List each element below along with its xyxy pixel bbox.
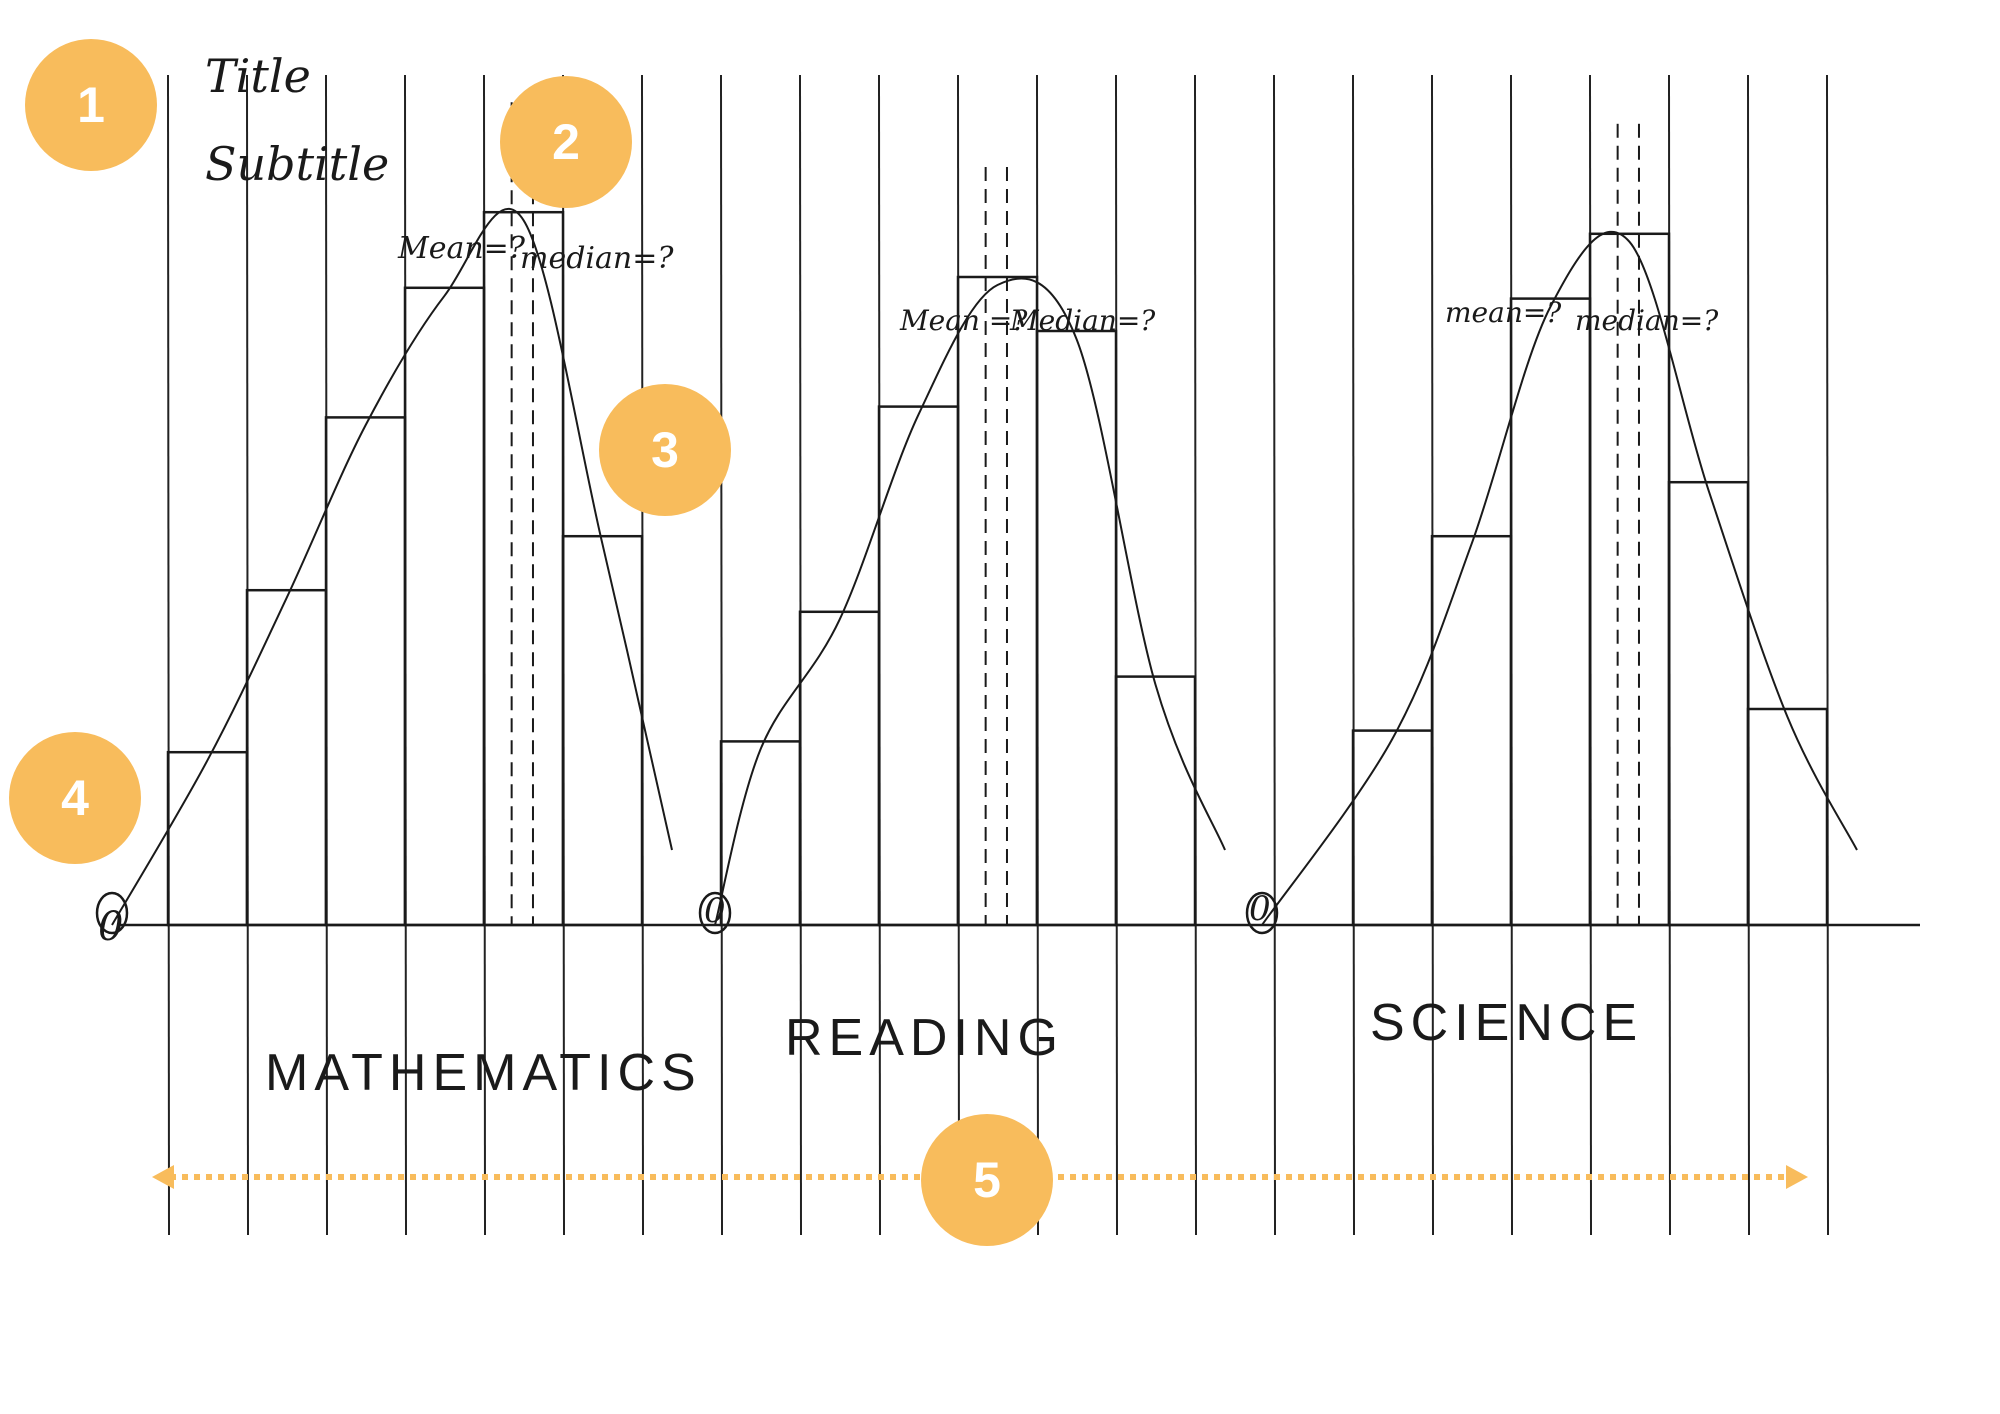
bar-reading-4: [956, 275, 1039, 927]
origin-zero-science: 0: [1249, 889, 1271, 929]
bar-reading-2: [798, 610, 881, 927]
ruled-line: [1826, 74, 1829, 1236]
origin-zero-mathematics: 0: [98, 904, 123, 950]
origin-zero-reading: 0: [704, 891, 726, 931]
bar-mathematics-1: [166, 750, 249, 927]
median-label-science: median=?: [1575, 304, 1719, 337]
category-label-science: SCIENCE: [1370, 994, 1643, 1052]
curve-mathematics: [111, 207, 673, 926]
bar-mathematics-2: [245, 588, 328, 927]
annotation-badge-2: 2: [500, 76, 632, 208]
svg-text:2: 2: [552, 114, 580, 170]
mean-label-reading: Mean =?: [899, 304, 1028, 337]
annotation-badge-3: 3: [599, 384, 731, 516]
ruled-line: [1273, 74, 1276, 1236]
origin-circle-mathematics: [95, 891, 129, 935]
bar-science-2: [1430, 534, 1513, 927]
bar-mathematics-4: [403, 286, 486, 927]
median-label-mathematics: median=?: [520, 241, 674, 276]
annotation-badge-5: 5: [921, 1114, 1053, 1246]
bar-science-4: [1588, 232, 1671, 927]
bar-science-6: [1746, 707, 1829, 927]
svg-text:4: 4: [61, 770, 89, 826]
svg-text:3: 3: [651, 422, 679, 478]
bar-reading-6: [1114, 675, 1197, 927]
mean-label-science: mean=?: [1445, 296, 1562, 329]
curve-reading: [714, 277, 1226, 926]
category-label-mathematics: MATHEMATICS: [265, 1044, 702, 1102]
bar-mathematics-5: [482, 210, 565, 927]
origin-circle-science: [1245, 891, 1279, 935]
bar-reading-1: [719, 740, 802, 927]
ruled-line: [720, 74, 723, 1236]
ruled-line: [167, 74, 170, 1236]
mean-label-mathematics: Mean=?: [397, 231, 526, 266]
ruled-line: [1194, 74, 1197, 1236]
annotation-badge-1: 1: [25, 39, 157, 171]
bar-mathematics-3: [324, 416, 407, 927]
chart-title: Title: [205, 49, 311, 103]
svg-text:1: 1: [77, 77, 105, 133]
annotation-badge-4: 4: [9, 732, 141, 864]
bar-mathematics-6: [561, 534, 644, 927]
bar-reading-5: [1035, 329, 1118, 927]
category-label-reading: READING: [785, 1009, 1064, 1067]
ruled-line: [1352, 74, 1355, 1236]
origin-circle-reading: [698, 891, 732, 935]
svg-text:5: 5: [973, 1152, 1001, 1208]
bar-science-3: [1509, 297, 1592, 927]
curve-science: [1261, 230, 1858, 926]
bar-science-1: [1351, 729, 1434, 927]
distribution-curves: [95, 207, 1858, 935]
chart-subtitle: Subtitle: [205, 137, 389, 191]
bar-science-5: [1667, 480, 1750, 927]
median-label-reading: Median=?: [1009, 304, 1156, 337]
